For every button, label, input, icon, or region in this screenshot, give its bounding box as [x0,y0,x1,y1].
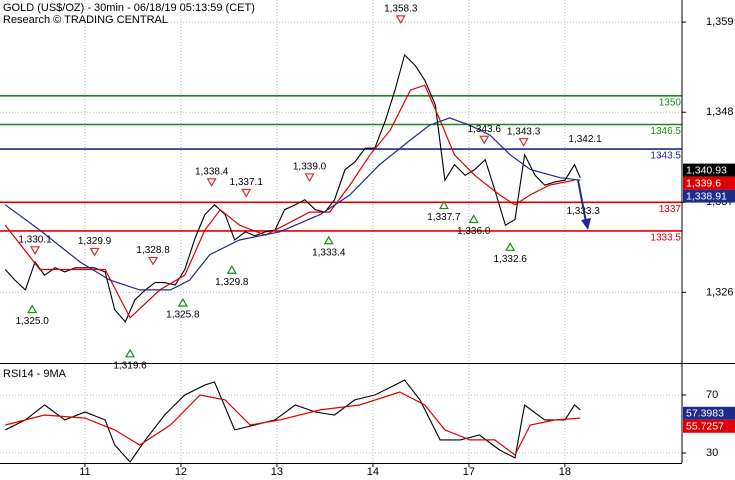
price-tag [683,163,735,177]
high-marker [479,135,490,145]
indicator-title: RSI14 - 9MA [3,368,67,380]
x-tick-label: 12 [175,466,187,478]
chart-title: GOLD (US$/OZ) - 30min - 06/18/19 05:13:5… [3,2,255,14]
low-label: 1,319.6 [113,360,147,371]
series-line [4,53,581,323]
x-tick-label: 17 [463,466,475,478]
low-marker [323,235,334,245]
low-label: 1,325.0 [15,316,49,327]
low-marker [438,200,449,210]
series-line [4,117,581,291]
price-tag [683,176,735,190]
price-tag-label: 57.3983 [686,408,724,420]
low-label: 1,332.6 [493,254,527,265]
series-line [5,391,581,456]
y-tick-label: 70 [706,389,718,401]
low-marker [125,348,136,358]
level-label: 1333.5 [650,233,681,244]
high-marker [304,173,315,183]
y-tick-label: 1,326 [706,286,734,298]
high-label: 1,358.3 [384,3,418,14]
high-marker [241,188,252,198]
high-label: 1,338.4 [195,166,229,177]
high-marker [148,256,159,266]
x-tick-label: 18 [559,466,571,478]
price-tag-label: 1,339.6 [686,177,721,189]
low-label: 1,337.7 [427,212,461,223]
low-marker [27,304,38,314]
high-label: 1,328.8 [136,245,170,256]
price-tag [683,419,735,433]
x-tick-label: 11 [79,466,90,478]
low-marker [177,297,188,307]
low-label: 1,325.8 [166,310,200,321]
price-tag [683,406,735,420]
plot-area [0,0,682,362]
y-tick-label: 1,348 [706,106,734,118]
y-tick-label: 1,359 [706,16,734,28]
low-marker [226,265,237,274]
low-label: 1,336.0 [457,226,491,237]
high-label: 1,337.1 [230,177,264,188]
high-marker [518,138,529,147]
level-label: 1337 [659,204,682,215]
high-marker [89,247,100,257]
x-tick-label: 14 [367,466,379,478]
price-tag-label: 1,340.93 [686,164,727,176]
level-label: 1350 [659,97,682,108]
high-label: 1,330.1 [18,234,52,245]
high-marker [395,15,406,25]
low-label: 1,329.8 [215,277,249,288]
series-line [4,84,575,319]
chart-subtitle: Research © TRADING CENTRAL [3,14,168,26]
series-line [5,379,581,463]
low-label: 1,333.4 [312,247,346,258]
high-marker [206,178,217,188]
level-label: 1346.5 [650,126,681,137]
high-marker [30,246,41,256]
note-label: 1,342.1 [568,134,602,145]
forecast-arrowhead [581,218,591,230]
forecast-arrow [577,179,587,223]
high-label: 1,343.6 [468,124,502,135]
high-label: 1,329.9 [78,236,112,247]
level-label: 1343.5 [650,151,681,162]
price-tag [683,189,735,203]
low-marker [468,214,479,224]
y-tick-label: 30 [706,447,718,459]
price-tag-label: 1,338.91 [686,190,727,202]
high-label: 1,343.3 [507,126,541,137]
low-marker [505,242,516,251]
x-tick-label: 13 [271,466,283,478]
plot-area [0,365,682,463]
high-label: 1,339.0 [293,162,327,173]
price-tag-label: 55.7257 [686,421,724,433]
